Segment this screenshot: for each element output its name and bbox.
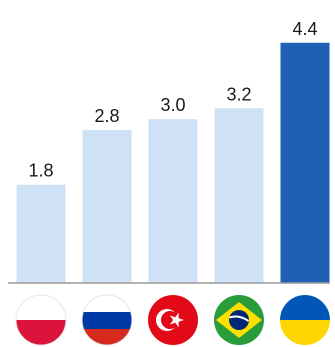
russia-flag-icon: [82, 295, 132, 345]
ukraine-flag-icon: [280, 295, 330, 345]
turkey-flag-icon: [148, 295, 198, 345]
value-label-turkey: 3.0: [160, 95, 185, 115]
value-label-brazil: 3.2: [226, 84, 251, 104]
bar-russia: [82, 130, 132, 283]
bar-brazil: [214, 108, 264, 283]
value-labels-group: 1.8 2.8 3.0 3.2 4.4: [28, 19, 317, 181]
bars-group: [16, 42, 330, 284]
value-label-poland: 1.8: [28, 161, 53, 181]
bar-ukraine: [280, 42, 330, 284]
value-label-russia: 2.8: [94, 106, 119, 126]
bar-turkey: [148, 119, 198, 283]
bar-poland: [16, 184, 66, 283]
value-label-ukraine: 4.4: [292, 19, 317, 39]
brazil-flag-icon: [214, 295, 264, 345]
